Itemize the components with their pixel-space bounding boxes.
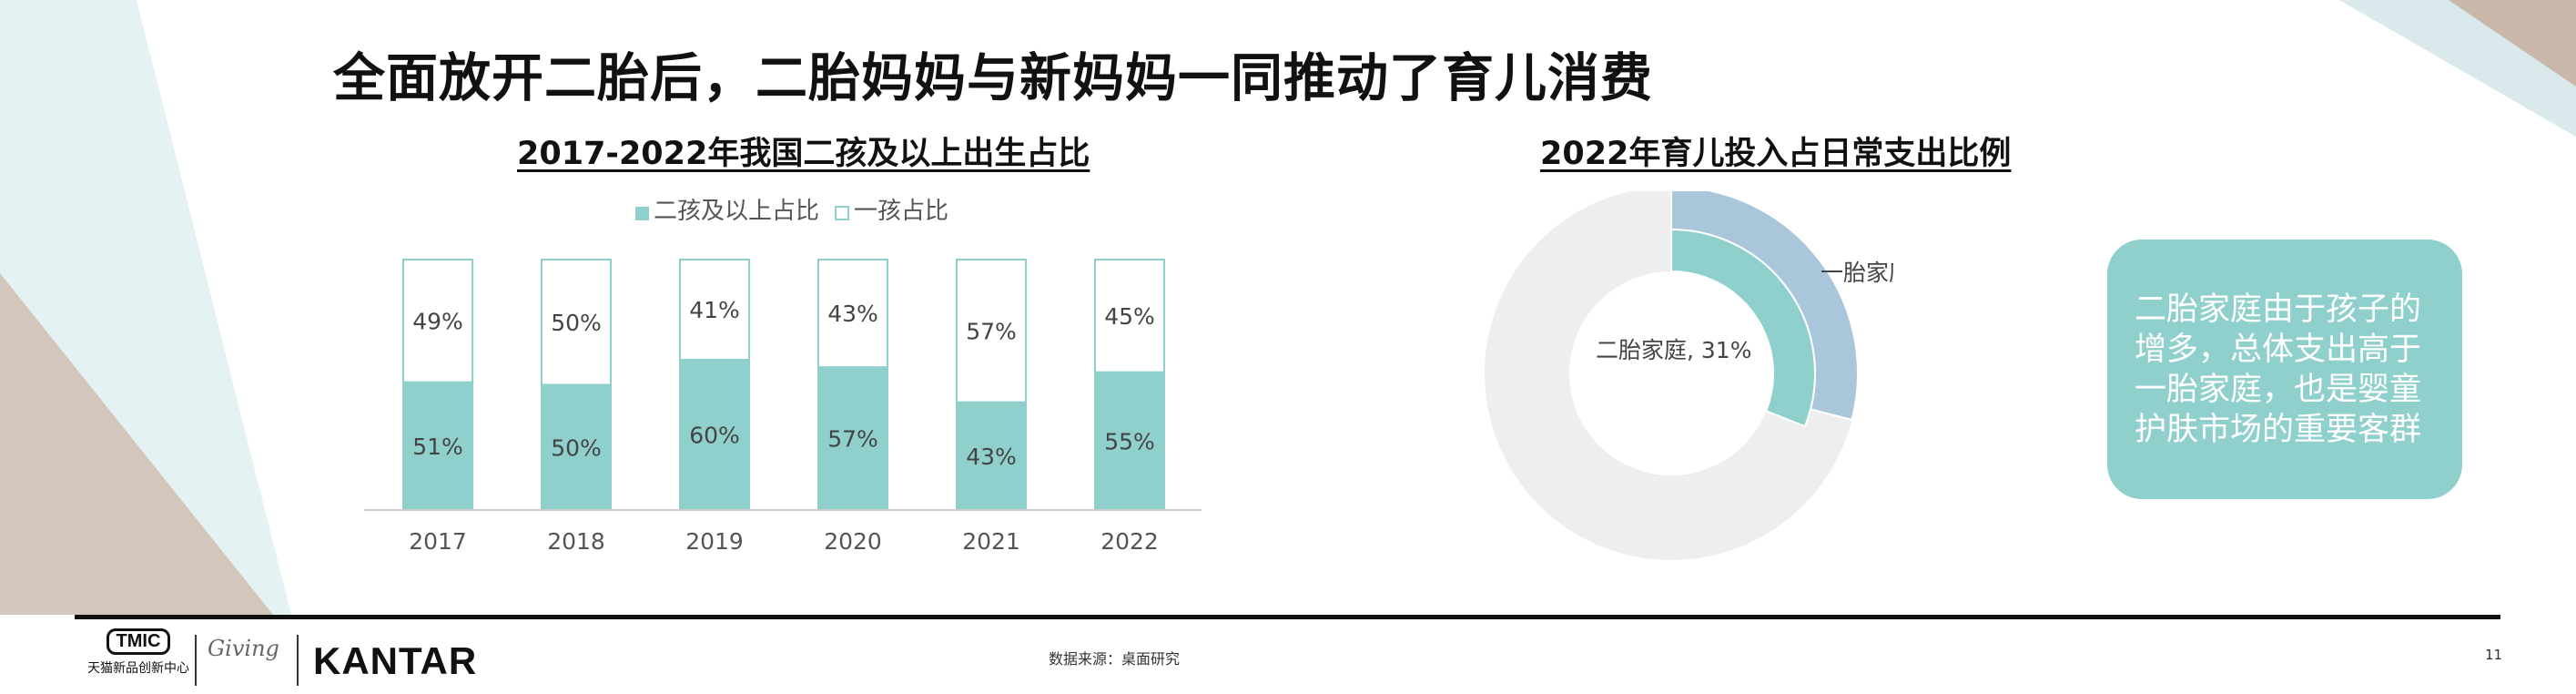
donut-label-inner: 二胎家庭, 31% <box>1596 337 1751 363</box>
data-label-second-child: 57% <box>827 426 878 453</box>
data-label-second-child: 43% <box>966 444 1017 470</box>
stacked-bar-chart: 二孩及以上占比 一孩占比 51% 49% 2017 50% 50% 2018 60% 41% 201… <box>364 198 1202 555</box>
bar-segment-second-child <box>956 401 1027 511</box>
bar-segment-one-child <box>956 259 1027 403</box>
logo-separator <box>297 635 299 686</box>
data-label-one-child: 49% <box>412 308 463 334</box>
bar-segment-one-child <box>402 259 473 383</box>
callout-box: 二胎家庭由于孩子的增多，总体支出高于一胎家庭，也是婴童护肤市场的重要客群 <box>2107 240 2462 499</box>
tmic-label: 天猫新品创新中心 <box>87 661 189 676</box>
data-label-second-child: 55% <box>1104 428 1155 454</box>
legend-label-series-1: 二孩及以上占比 <box>654 198 819 225</box>
data-label-one-child: 41% <box>689 297 740 323</box>
left-chart-title: 2017-2022年我国二孩及以上出生占比 <box>517 136 1090 172</box>
legend-swatch-series-2 <box>835 206 849 220</box>
bar-segment-one-child <box>1094 259 1165 373</box>
nested-donut-chart: 一胎家庭, 29% 二胎家庭, 31% <box>1485 191 1893 560</box>
callout-text: 二胎家庭由于孩子的增多，总体支出高于一胎家庭，也是婴童护肤市场的重要客群 <box>2135 291 2422 448</box>
donut-slice-inner <box>1670 228 1816 428</box>
bar-segment-one-child <box>541 259 612 386</box>
kantar-logo: KANTAR <box>313 639 478 682</box>
x-tick-label: 2020 <box>824 528 882 555</box>
legend-swatch-series-1 <box>635 207 649 220</box>
data-label-one-child: 43% <box>827 301 878 327</box>
giving-logo: Giving <box>208 636 279 661</box>
bar-segment-second-child <box>1094 371 1165 511</box>
data-label-one-child: 50% <box>551 310 602 336</box>
donut-label-outer: 一胎家庭, 29% <box>1820 260 1893 286</box>
left-taupe-triangle <box>0 273 273 615</box>
x-tick-label: 2022 <box>1100 528 1159 555</box>
footer-divider <box>75 615 2500 619</box>
x-tick-label: 2019 <box>685 528 744 555</box>
page-title: 全面放开二胎后，二胎妈妈与新妈妈一同推动了育儿消费 <box>333 48 1653 108</box>
data-label-one-child: 57% <box>966 318 1017 344</box>
data-label-second-child: 60% <box>689 423 740 449</box>
logo-separator <box>195 635 197 686</box>
bar-segment-second-child <box>541 383 612 511</box>
page-number: 11 <box>2485 647 2503 663</box>
tmic-logo: TMIC 天猫新品创新中心 <box>84 628 193 677</box>
data-label-second-child: 50% <box>551 434 602 461</box>
x-tick-label: 2018 <box>547 528 605 555</box>
data-source: 数据来源：桌面研究 <box>1049 650 1181 668</box>
bar-segment-one-child <box>679 259 750 361</box>
bar-segment-second-child <box>679 359 750 511</box>
bar-segment-second-child <box>817 366 888 511</box>
legend-label-series-2: 一孩占比 <box>854 198 948 225</box>
data-label-second-child: 51% <box>412 434 463 460</box>
right-taupe-triangle <box>2449 0 2576 87</box>
x-tick-label: 2017 <box>409 528 467 555</box>
right-chart-title: 2022年育儿投入占日常支出比例 <box>1540 136 2012 172</box>
tmic-badge: TMIC <box>106 628 171 655</box>
bar-segment-one-child <box>817 259 888 369</box>
x-tick-label: 2021 <box>962 528 1020 555</box>
data-label-one-child: 45% <box>1104 303 1155 330</box>
